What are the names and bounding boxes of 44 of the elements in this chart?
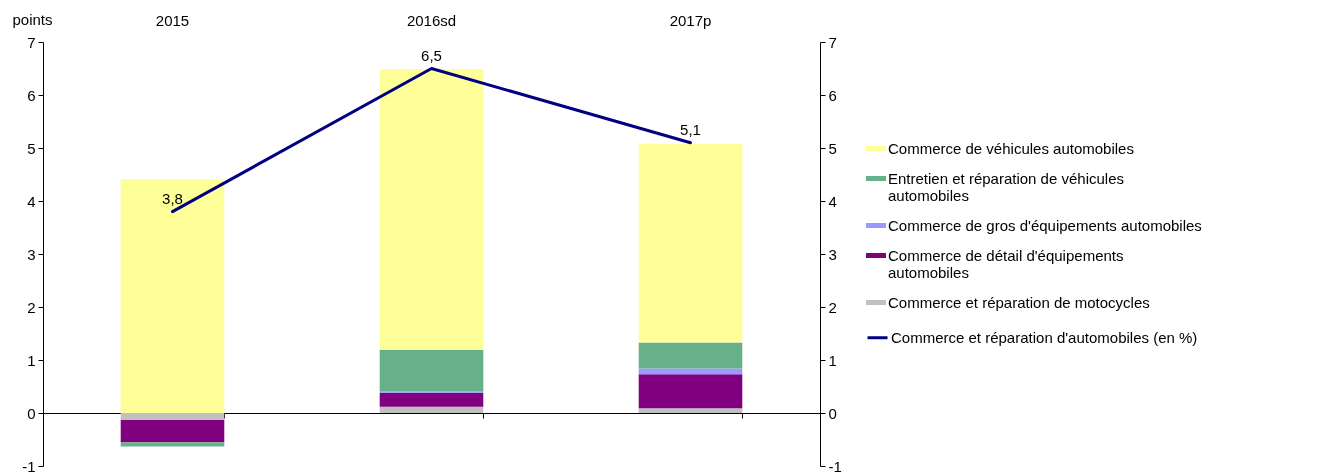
x-tick-label: 2015 [155,11,190,29]
x-tick-label: 2017p [669,11,712,29]
bar [638,143,743,343]
y-tick-label: 1 [27,351,36,369]
bar [379,392,484,407]
y2-tick-label: 1 [828,351,837,369]
data-label: 6,5 [421,46,442,64]
y-axis-title: points [12,10,53,28]
y2-tick-label: 7 [828,33,837,51]
y2-tick-label: 2 [828,298,837,316]
bar [120,179,225,413]
y-tick-label: 6 [27,86,36,104]
y-tick-label: 5 [27,139,36,157]
y-tick-label: 4 [27,192,36,210]
bar [379,69,484,350]
y-tick-label: 7 [27,33,36,51]
legend-label: Commerce et réparation d'automobiles (en %) [891,328,1198,346]
legend-label: Commerce et réparation de motocycles [888,293,1150,311]
x-tick-label: 2016sd [406,11,457,29]
y-tick-label: 0 [27,404,36,422]
y2-tick-label: 4 [828,192,837,210]
bar [638,374,743,409]
y2-tick-label: 3 [828,245,837,263]
y-tick-label: -1 [22,457,36,475]
bar [638,342,743,369]
legend-label: Entretien et réparation de véhicules automobiles [888,169,1124,204]
bar [638,368,743,375]
y2-tick-label: 6 [828,86,837,104]
y2-tick-label: 5 [828,139,837,157]
y-tick-label: 3 [27,245,36,263]
bar [638,408,743,413]
bar [120,419,225,443]
data-label: 3,8 [162,189,183,207]
y-tick-label: 2 [27,298,36,316]
bar [120,413,225,420]
bar [120,442,225,447]
legend-label: Commerce de véhicules automobiles [888,139,1134,157]
y2-tick-label: 0 [828,404,837,422]
data-label: 5,1 [680,120,701,138]
y2-tick-label: -1 [828,457,842,475]
bar [379,406,484,413]
legend-label: Commerce de gros d'équipements automobiles [888,216,1202,234]
legend-label: Commerce de détail d'équipements automobiles [888,246,1124,281]
bar [379,349,484,392]
